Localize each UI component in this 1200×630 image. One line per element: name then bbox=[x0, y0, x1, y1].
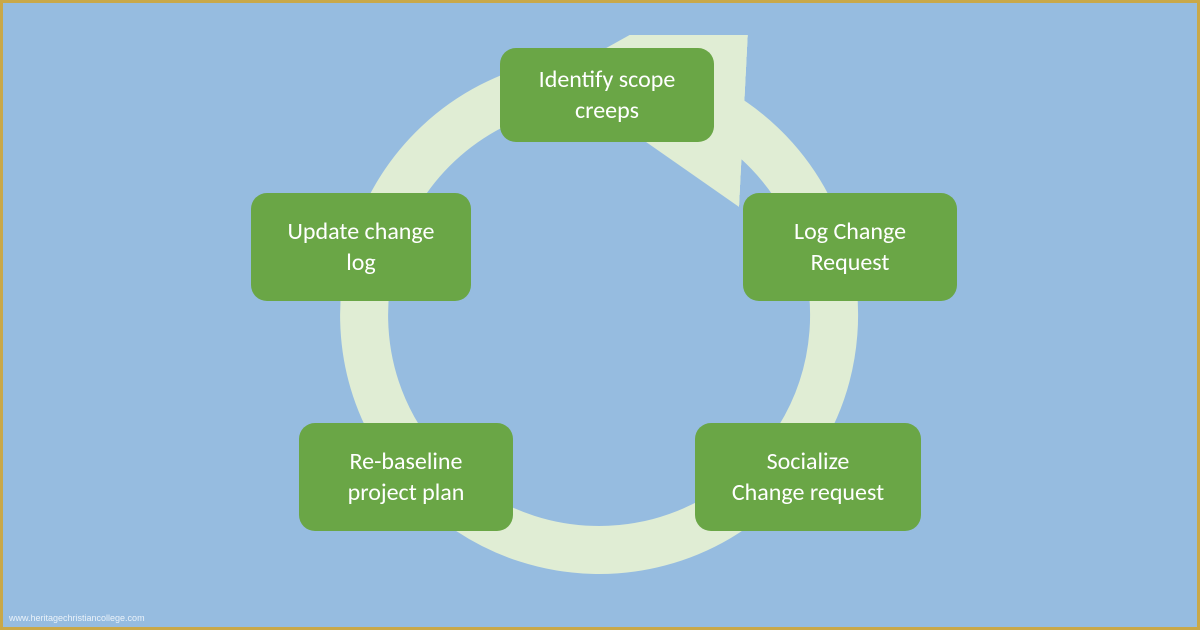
node-identify: Identify scope creeps bbox=[500, 48, 714, 142]
node-label-line2: project plan bbox=[348, 478, 465, 507]
node-label-line1: Identify scope bbox=[539, 65, 676, 94]
node-label: Re-baseline project plan bbox=[348, 446, 465, 508]
node-log-change: Log Change Request bbox=[743, 193, 957, 301]
node-label-line2: Change request bbox=[732, 478, 884, 507]
node-label-line2: Request bbox=[811, 248, 890, 277]
node-label-line1: Update change bbox=[288, 217, 435, 246]
node-label-line1: Re-baseline bbox=[350, 447, 463, 476]
node-socialize: Socialize Change request bbox=[695, 423, 921, 531]
node-update-log: Update change log bbox=[251, 193, 471, 301]
node-label-line2: log bbox=[346, 248, 375, 277]
node-label: Identify scope creeps bbox=[539, 64, 676, 126]
watermark-text: www.heritagechristiancollege.com bbox=[9, 613, 145, 623]
node-label: Log Change Request bbox=[794, 216, 906, 278]
node-rebaseline: Re-baseline project plan bbox=[299, 423, 513, 531]
node-label-line1: Log Change bbox=[794, 217, 906, 246]
diagram-container: Identify scope creeps Log Change Request… bbox=[0, 0, 1200, 630]
node-label: Socialize Change request bbox=[732, 446, 884, 508]
node-label-line1: Socialize bbox=[767, 447, 850, 476]
node-label: Update change log bbox=[288, 216, 435, 278]
node-label-line2: creeps bbox=[575, 96, 639, 125]
